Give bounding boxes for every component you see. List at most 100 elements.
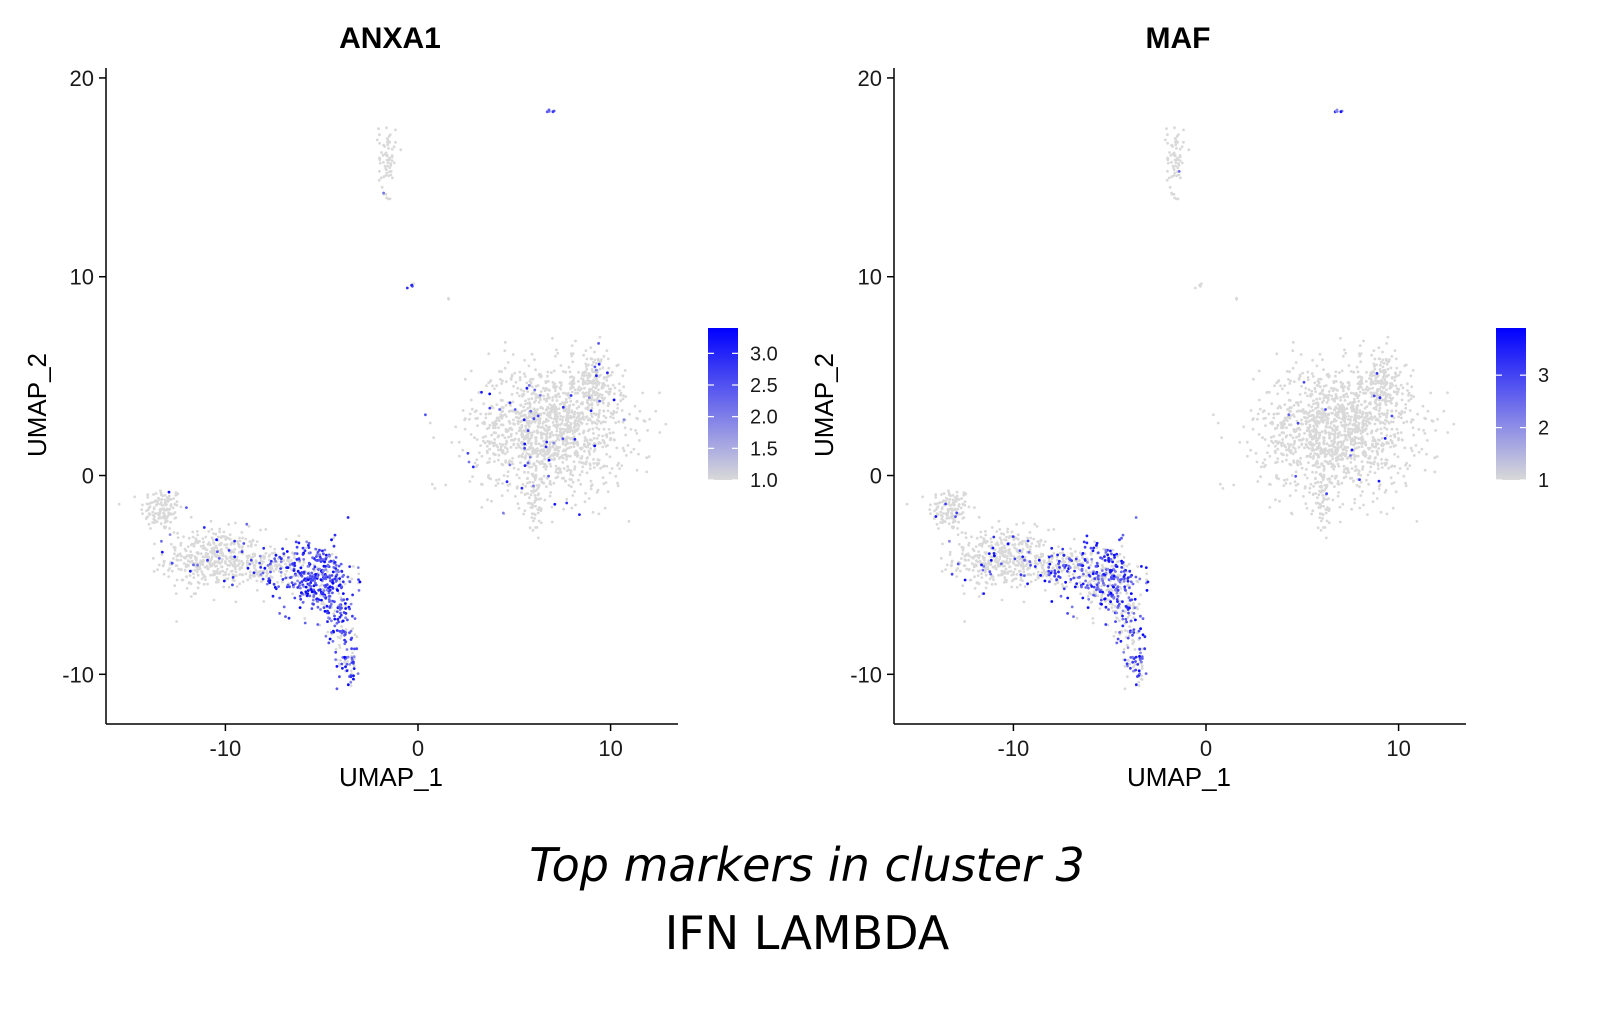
cell-point xyxy=(385,154,389,158)
cell-point xyxy=(480,390,483,394)
cell-point xyxy=(542,386,545,390)
cell-point xyxy=(610,467,614,470)
cell-point xyxy=(581,382,585,386)
cell-point xyxy=(522,437,526,441)
cell-point xyxy=(1063,560,1067,564)
cell-point xyxy=(254,570,258,574)
cell-point xyxy=(388,166,392,170)
cell-point xyxy=(151,521,155,524)
cell-point xyxy=(471,465,475,469)
cell-point xyxy=(590,421,594,425)
cell-point xyxy=(517,476,521,480)
cell-point xyxy=(492,426,495,430)
cell-point xyxy=(335,573,339,577)
cell-point xyxy=(1287,378,1290,381)
cell-point xyxy=(1378,415,1382,418)
cell-point xyxy=(571,360,575,364)
cell-point xyxy=(528,379,532,383)
cell-point xyxy=(1004,550,1007,554)
cell-point xyxy=(306,589,310,592)
cell-point xyxy=(378,158,382,162)
cell-point xyxy=(1293,430,1297,434)
cell-point xyxy=(1283,416,1287,420)
cell-point xyxy=(1091,621,1095,625)
cell-point xyxy=(1343,420,1347,424)
cell-point xyxy=(951,521,955,524)
cell-point xyxy=(551,336,554,340)
cell-point xyxy=(1328,434,1331,437)
cell-point xyxy=(212,572,216,576)
cell-point xyxy=(1361,465,1365,469)
cell-point xyxy=(1305,455,1309,458)
cell-point xyxy=(207,530,211,533)
cell-point xyxy=(522,449,526,452)
cell-point xyxy=(1108,602,1112,606)
cell-point xyxy=(1319,385,1322,389)
cell-point xyxy=(317,558,320,562)
cell-point xyxy=(1378,406,1382,410)
cell-point xyxy=(495,478,498,482)
cell-point xyxy=(983,551,987,554)
cell-point xyxy=(1375,497,1379,500)
cell-point xyxy=(1086,594,1090,598)
cell-point xyxy=(468,417,471,421)
cell-point xyxy=(1051,566,1055,570)
cell-point xyxy=(571,441,575,445)
cell-point xyxy=(935,512,939,515)
cell-point xyxy=(1022,565,1025,569)
cell-point xyxy=(1350,391,1353,395)
cell-point xyxy=(1126,615,1130,619)
cell-point xyxy=(391,176,394,180)
cell-point xyxy=(152,514,155,517)
cell-point xyxy=(1272,435,1276,438)
cell-point xyxy=(1264,424,1267,427)
cell-point xyxy=(949,494,952,498)
cell-point xyxy=(596,357,600,361)
cell-point xyxy=(1000,532,1003,535)
cell-point xyxy=(183,547,187,551)
cell-point xyxy=(1289,482,1292,485)
cell-point xyxy=(1168,185,1172,189)
cell-point xyxy=(577,385,581,389)
cell-point xyxy=(595,490,599,494)
cell-point xyxy=(1372,491,1375,495)
cell-point xyxy=(1300,418,1303,422)
cell-point xyxy=(563,423,567,427)
cell-point xyxy=(307,582,311,586)
cell-point xyxy=(1392,481,1396,484)
cell-point xyxy=(331,591,334,595)
cell-point xyxy=(240,550,244,554)
cell-point xyxy=(1270,439,1273,443)
cell-point xyxy=(1294,483,1298,487)
cell-point xyxy=(1337,416,1341,420)
cell-point xyxy=(348,631,351,635)
cell-point xyxy=(1098,607,1102,610)
cell-point xyxy=(616,481,619,485)
cell-point xyxy=(1336,482,1340,486)
cell-point xyxy=(1344,454,1347,458)
cell-point xyxy=(153,521,157,524)
cell-point xyxy=(561,441,565,445)
cell-point xyxy=(565,497,569,501)
cell-point xyxy=(1012,570,1015,574)
cell-point xyxy=(141,503,144,507)
cell-point xyxy=(606,371,609,375)
cell-point xyxy=(240,548,244,552)
cell-point xyxy=(948,498,952,501)
cell-point xyxy=(528,501,532,505)
cell-point xyxy=(490,499,493,503)
cell-point xyxy=(281,547,284,551)
cell-point xyxy=(1372,407,1376,410)
cell-point xyxy=(591,427,595,431)
cell-point xyxy=(1339,398,1342,402)
cell-point xyxy=(1015,573,1019,576)
cell-point xyxy=(266,564,270,567)
cell-point xyxy=(542,444,545,447)
cell-point xyxy=(1283,384,1286,387)
cell-point xyxy=(1137,680,1141,684)
cell-point xyxy=(962,592,966,595)
cell-point xyxy=(1035,554,1039,558)
cell-point xyxy=(410,283,414,287)
cell-point xyxy=(561,456,565,460)
cell-point xyxy=(1385,415,1388,419)
